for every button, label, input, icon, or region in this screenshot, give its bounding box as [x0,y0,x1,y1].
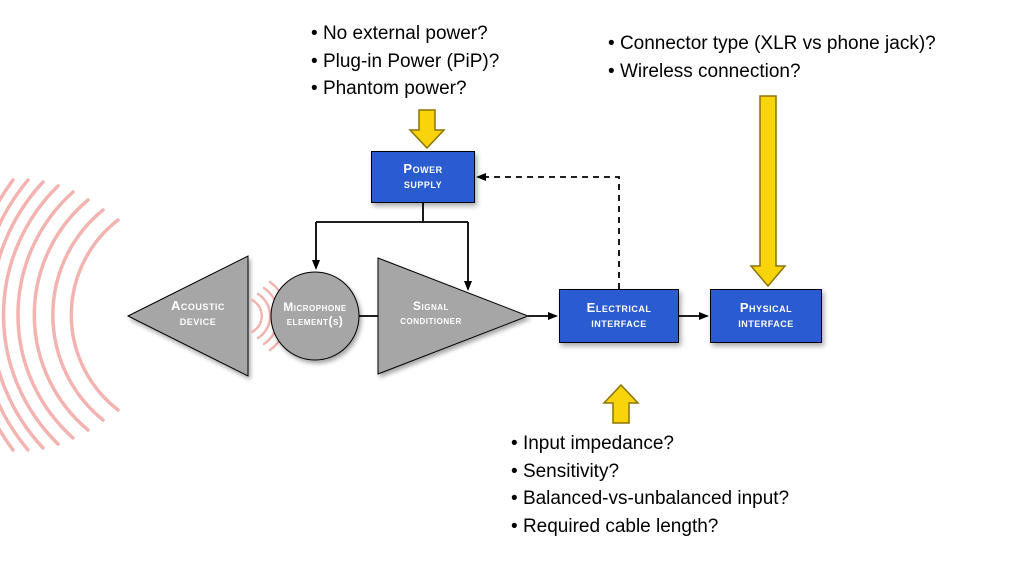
bullet-item: Input impedance? [511,430,789,458]
bullet-item: No external power? [311,20,499,48]
physical-interface-node: Physicalinterface [710,289,822,343]
diagram-stage: Powersupply Electricalinterface Physical… [0,0,1024,576]
electrical-interface-node: Electricalinterface [559,289,679,343]
bullet-item: Wireless connection? [608,58,936,86]
electrical-interface-label: Electricalinterface [587,301,652,331]
acoustic-device-label: Acousticdevice [148,299,248,329]
outer-sound-waves [0,180,118,450]
signal-conditioner-label: Signalconditioner [376,300,486,328]
bullet-item: Plug-in Power (PiP)? [311,48,499,76]
bullet-item: Required cable length? [511,513,789,541]
bullet-item: Balanced-vs-unbalanced input? [511,485,789,513]
bullet-item: Sensitivity? [511,458,789,486]
electrical-interface-bullets: Input impedance?Sensitivity?Balanced-vs-… [511,430,789,540]
power-supply-node: Powersupply [371,151,475,203]
bullet-item: Phantom power? [311,75,499,103]
power-supply-bullets: No external power?Plug-in Power (PiP)?Ph… [311,20,499,103]
microphone-label: Microphoneelement(s) [275,301,355,329]
bullet-item: Connector type (XLR vs phone jack)? [608,30,936,58]
yellow-arrows [410,96,785,423]
physical-interface-label: Physicalinterface [738,301,794,331]
power-supply-label: Powersupply [403,162,442,192]
physical-interface-bullets: Connector type (XLR vs phone jack)?Wirel… [608,30,936,85]
